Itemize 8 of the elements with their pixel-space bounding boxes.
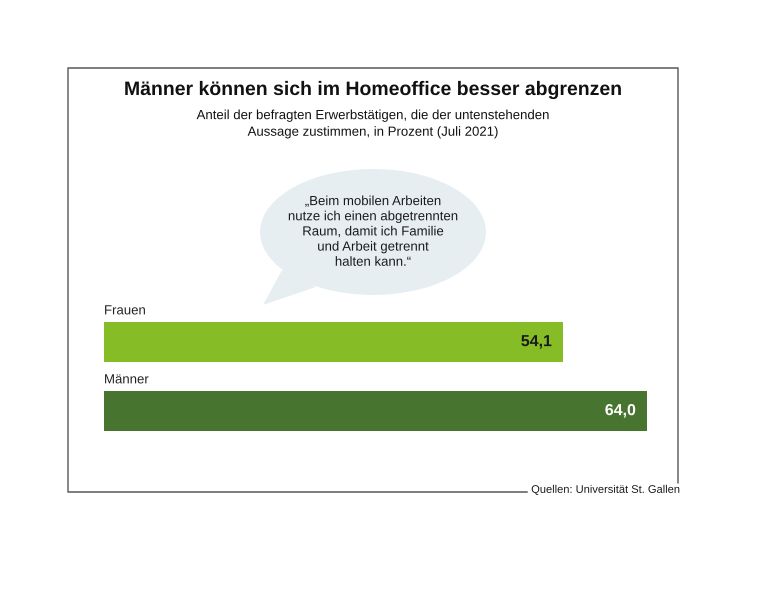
chart-subtitle: Anteil der befragten Erwerbstätigen, die der untenstehenden Aussage zustimmen, in Prozent (Juli 2021) bbox=[196, 110, 549, 138]
source-note: Quellen: Universität St. Gallen bbox=[532, 484, 680, 495]
chart-title: Männer können sich im Homeoffice besser abgrenzen bbox=[125, 80, 621, 100]
y-tick-label: Frauen bbox=[105, 305, 145, 314]
y-tick-label: Männer bbox=[105, 374, 149, 384]
text: „Beim mobilen Arbeiten nutze ich einen abgetrennten Raum, damit ich Familie und Arbeit getrennt halten kann.“ bbox=[288, 196, 458, 266]
data-label: 64,0 bbox=[605, 404, 636, 418]
data-label: 54,1 bbox=[521, 335, 552, 349]
